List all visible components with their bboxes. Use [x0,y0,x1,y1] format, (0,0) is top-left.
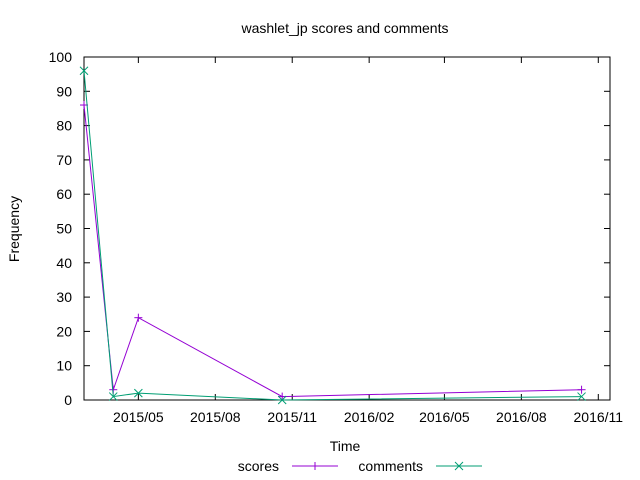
legend-item-scores: scores [238,458,338,474]
marker-stroke [277,395,287,405]
series-comments [79,66,586,405]
legend: scores comments [238,458,482,474]
legend-marker [311,462,319,470]
series-line-scores [83,104,582,398]
marker-stroke [577,392,586,401]
x-tick-label: 2015/05 [113,409,164,425]
data-point-scores [577,385,586,394]
x-tick-label: 2016/05 [419,409,470,425]
plot-frame [83,56,611,401]
marker-stroke [454,461,464,471]
y-tick-label: 10 [56,358,72,374]
data-point-comments [108,392,118,401]
legend-label: scores [238,458,279,474]
x-tick-label: 2015/08 [190,409,241,425]
legend-label: comments [358,458,423,474]
series-scores [80,101,586,401]
marker-stroke [108,392,118,401]
legend-item-comments: comments [358,458,482,474]
y-tick-label: 80 [56,118,72,134]
y-tick-label: 90 [56,83,72,99]
y-tick-label: 0 [64,392,72,408]
chart-title: washlet_jp scores and comments [241,20,449,36]
x-tick-label: 2016/11 [574,409,624,425]
y-tick-label: 20 [56,323,72,339]
y-tick-label: 100 [49,49,73,65]
data-point-scores [278,392,287,401]
y-tick-label: 60 [56,186,72,202]
x-axis-label: Time [330,438,361,454]
series-line-comments [83,70,582,401]
series-layer [79,66,586,405]
y-axis-label: Frequency [6,196,22,262]
data-point-comments [79,66,89,76]
y-tick-label: 50 [56,221,72,237]
x-axis: 2015/05 2015/08 2015/11 2016/02 2016/05 2016/… [113,57,623,425]
data-point-comments [277,395,287,405]
y-tick-label: 70 [56,152,72,168]
data-point-scores [134,313,143,322]
legend-marker [454,461,464,471]
x-tick-label: 2016/02 [344,409,395,425]
x-tick-label: 2016/08 [496,409,547,425]
y-tick-label: 40 [56,255,72,271]
y-tick-label: 30 [56,289,72,305]
x-tick-label: 2015/11 [267,409,317,425]
y-axis: 0 10 20 30 40 50 60 70 80 90 100 [49,49,610,408]
data-point-comments [134,388,143,398]
data-point-comments [577,392,586,401]
marker-stroke [79,66,89,76]
marker-stroke [134,388,143,398]
